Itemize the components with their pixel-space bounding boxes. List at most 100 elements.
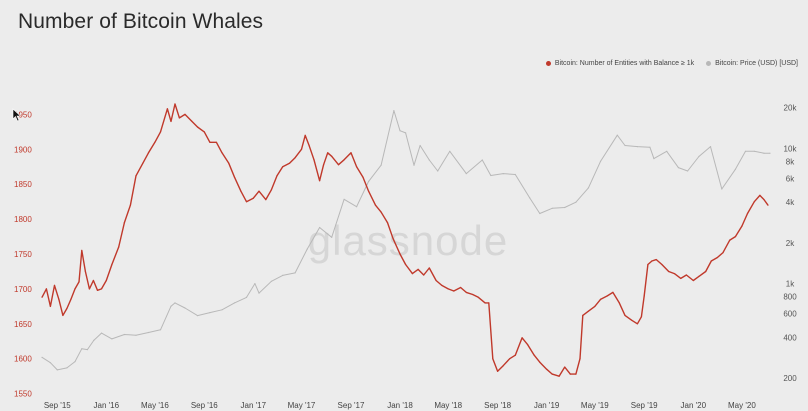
price-point-38: [419, 144, 421, 147]
price-point-4: [74, 361, 76, 363]
whale-point-123: [716, 256, 719, 259]
whale-point-35: [215, 141, 217, 143]
whale-point-28: [174, 103, 176, 105]
legend-item-whales[interactable]: Bitcoin: Number of Entities with Balance…: [545, 60, 694, 67]
right-axis-tick-label: 400: [783, 333, 797, 342]
price-point-59: [666, 150, 668, 152]
whale-point-50: [304, 134, 306, 136]
legend-item-price[interactable]: Bitcoin: Price (USD) [USD]: [706, 60, 798, 67]
whale-point-119: [692, 279, 694, 282]
whale-point-12: [88, 288, 90, 290]
price-point-31: [356, 206, 358, 208]
whale-point-97: [575, 373, 577, 375]
whale-point-60: [356, 166, 358, 168]
x-axis-tick-label: Sep '16: [191, 401, 218, 410]
whale-point-108: [636, 323, 639, 325]
price-point-1: [49, 362, 52, 364]
x-axis: Sep '15 Jan '16 May '16 Sep '16 Jan '17 May '…: [44, 401, 756, 410]
price-point-66: [744, 150, 747, 152]
whale-point-71: [423, 274, 425, 276]
legend-swatch-whales: [545, 61, 551, 66]
price-point-36: [405, 132, 407, 134]
whale-point-59: [350, 152, 352, 154]
price-point-47: [529, 197, 531, 199]
whale-point-64: [380, 211, 382, 213]
whale-point-93: [551, 373, 553, 375]
left-axis-tick-label: 1550: [14, 390, 32, 399]
right-axis-tick-label: 8k: [786, 157, 795, 166]
whale-point-65: [386, 222, 389, 224]
x-axis-tick-label: May '16: [141, 401, 169, 410]
whale-point-131: [763, 199, 765, 201]
whale-point-62: [368, 190, 370, 192]
price-point-17: [196, 315, 199, 317]
whale-point-6: [66, 307, 68, 310]
right-axis-tick-label: 2k: [786, 239, 795, 248]
price-point-2: [56, 369, 58, 371]
whale-point-48: [294, 157, 296, 159]
price-point-40: [437, 170, 439, 172]
price-point-69: [769, 152, 771, 154]
whale-point-118: [685, 274, 688, 276]
left-axis-tick-label: 1750: [14, 250, 32, 259]
whale-point-116: [673, 273, 676, 275]
whale-point-47: [288, 162, 291, 164]
price-point-48: [539, 212, 541, 215]
whale-point-115: [668, 270, 670, 273]
whale-point-63: [374, 204, 377, 206]
whale-point-96: [569, 373, 571, 375]
whale-point-84: [497, 370, 499, 372]
whale-point-55: [327, 152, 329, 154]
whale-point-52: [313, 159, 315, 161]
price-point-32: [368, 180, 370, 182]
price-point-18: [209, 312, 211, 314]
price-point-62: [698, 155, 700, 158]
whale-point-111: [647, 263, 649, 266]
whale-point-9: [78, 281, 80, 283]
whale-point-127: [741, 225, 743, 227]
price-point-37: [413, 164, 415, 166]
left-axis-tick-label: 1800: [14, 215, 32, 224]
price-point-27: [306, 248, 308, 250]
whale-point-3: [53, 284, 56, 286]
whale-point-80: [477, 296, 479, 298]
whale-point-8: [74, 288, 76, 290]
price-point-10: [123, 333, 125, 336]
price-point-56: [636, 146, 639, 148]
whale-point-89: [527, 344, 529, 346]
price-point-12: [147, 331, 150, 334]
whale-point-22: [142, 162, 144, 164]
whale-point-83: [492, 358, 494, 360]
whale-point-106: [624, 314, 626, 316]
price-point-43: [481, 159, 483, 161]
whale-point-38: [233, 176, 236, 178]
price-point-16: [184, 307, 186, 309]
price-point-25: [282, 274, 284, 276]
whale-point-24: [154, 141, 156, 143]
whale-point-100: [587, 310, 590, 312]
right-axis-tick-label: 600: [783, 310, 797, 319]
x-axis-tick-label: May '17: [288, 401, 316, 410]
whale-point-76: [453, 290, 455, 292]
whale-point-95: [564, 366, 566, 368]
whale-point-130: [759, 194, 761, 196]
whale-point-54: [323, 164, 325, 166]
whale-point-13: [92, 279, 94, 282]
whale-point-125: [729, 239, 731, 241]
price-point-35: [399, 130, 401, 132]
whale-point-67: [399, 253, 401, 255]
x-axis-tick-label: Sep '18: [484, 401, 511, 410]
price-point-30: [343, 198, 345, 200]
price-point-29: [331, 236, 333, 238]
whale-point-87: [514, 354, 516, 356]
whale-point-30: [184, 113, 186, 115]
whale-point-26: [166, 108, 168, 110]
right-axis-tick-label: 20k: [784, 104, 798, 113]
whale-point-19: [123, 222, 125, 224]
whale-point-92: [546, 368, 548, 370]
right-axis-tick-label: 10k: [784, 144, 798, 153]
x-axis-tick-label: Jan '18: [387, 401, 413, 410]
whale-point-117: [680, 277, 682, 279]
left-axis-tick-label: 1950: [14, 110, 32, 119]
